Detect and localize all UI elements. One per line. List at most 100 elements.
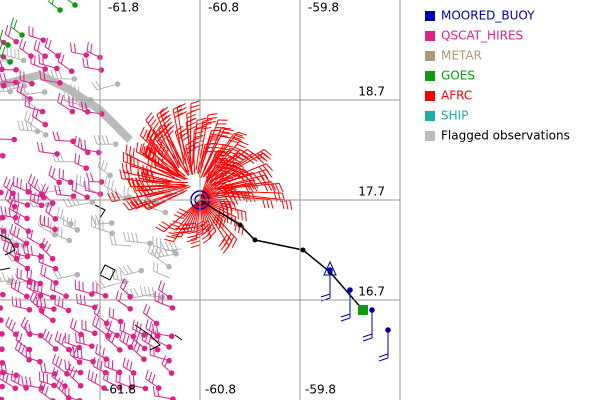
barb-staff <box>77 302 95 308</box>
legend: MOORED_BUOY QSCAT_HIRES METAR GOES AFRC SHIP F… <box>425 9 570 143</box>
obs-dot <box>51 231 58 238</box>
barb-feather <box>18 49 20 60</box>
obs-dot <box>42 66 49 72</box>
wind-barb <box>200 119 228 169</box>
barb-feather <box>160 106 168 114</box>
coastline <box>0 267 11 271</box>
barb-feather <box>151 374 156 384</box>
barb-feather <box>38 381 43 391</box>
barb-feather <box>43 70 46 81</box>
wind-barb <box>92 282 109 299</box>
barb-staff <box>38 390 53 400</box>
lon-label-top: -61.8 <box>108 1 139 15</box>
barb-feather <box>10 278 14 288</box>
barb-feather <box>340 313 351 318</box>
barb-staff <box>191 129 195 166</box>
wind-barb <box>152 236 178 255</box>
obs-dot <box>37 332 44 339</box>
barb-feather <box>75 94 77 104</box>
wind-barb <box>64 332 83 351</box>
barb-feather <box>66 363 72 373</box>
barb-feather <box>208 113 218 116</box>
barb-feather <box>60 227 63 238</box>
obs-dot <box>327 267 333 273</box>
barb-feather <box>119 278 126 288</box>
barb-feather <box>166 124 175 133</box>
barb-feather <box>13 19 18 30</box>
wind-barb <box>0 396 5 400</box>
barb-feather <box>252 152 261 160</box>
barb-feather <box>220 135 231 139</box>
obs-dot <box>70 138 76 145</box>
obs-dot <box>369 307 375 313</box>
barb-staff <box>215 163 267 185</box>
barb-feather <box>122 333 126 343</box>
obs-dot <box>66 237 73 244</box>
barb-feather <box>93 135 98 145</box>
obs-dot <box>88 291 95 297</box>
wind-barb <box>33 39 48 59</box>
barb-feather <box>58 358 63 368</box>
wind-barb <box>130 338 147 362</box>
obs-dot <box>53 279 59 286</box>
barb-feather <box>12 175 15 186</box>
barb-feather <box>229 183 237 191</box>
barb-staff <box>74 356 94 363</box>
barb-feather <box>233 133 244 137</box>
wind-barb <box>21 375 45 391</box>
barb-feather <box>196 125 206 129</box>
barb-feather <box>106 371 110 382</box>
coastline <box>0 234 16 256</box>
wind-barb <box>33 280 56 301</box>
barb-feather <box>111 192 117 202</box>
barb-feather <box>169 223 180 228</box>
barb-feather <box>238 152 248 158</box>
barb-feather <box>18 333 23 343</box>
barb-feather <box>125 144 128 155</box>
barb-feather <box>7 228 11 238</box>
barb-feather <box>10 370 14 381</box>
barb-feather <box>187 231 198 235</box>
barb-feather <box>72 347 75 358</box>
barb-feather <box>263 148 272 156</box>
barb-feather <box>233 201 237 212</box>
wind-barb <box>57 92 76 115</box>
obs-dot <box>0 152 6 159</box>
barb-staff <box>154 395 174 400</box>
obs-dot <box>51 382 57 389</box>
barb-feather <box>149 148 153 158</box>
obs-dot <box>138 267 145 274</box>
barb-feather <box>137 168 140 179</box>
wind-barb <box>118 264 145 276</box>
barb-feather <box>95 343 98 354</box>
obs-dot <box>77 369 84 376</box>
wind-barb <box>91 217 115 237</box>
barb-feather <box>190 236 201 241</box>
barb-feather <box>266 182 273 191</box>
obs-dot <box>116 369 123 376</box>
barb-feather <box>33 39 37 50</box>
wind-barb <box>19 70 35 87</box>
barb-feather <box>132 376 135 386</box>
barb-feather <box>54 69 59 80</box>
wind-barb <box>161 355 175 376</box>
obs-dot <box>23 240 30 247</box>
obs-dot <box>40 194 47 201</box>
wind-barb <box>46 69 78 82</box>
barb-feather <box>88 181 90 192</box>
barb-feather <box>221 159 232 163</box>
barb-feather <box>132 188 139 197</box>
barb-feather <box>9 199 13 210</box>
barb-staff <box>70 93 91 101</box>
barb-feather <box>144 332 149 342</box>
barb-feather <box>147 115 155 124</box>
obs-dot <box>168 370 175 376</box>
obs-dot <box>24 202 31 208</box>
barb-feather <box>95 317 100 328</box>
barb-feather <box>84 102 88 113</box>
barb-feather <box>14 48 16 59</box>
barb-feather <box>79 175 82 186</box>
barb-feather <box>21 375 24 386</box>
barb-feather <box>63 91 66 102</box>
barb-feather <box>215 217 221 227</box>
